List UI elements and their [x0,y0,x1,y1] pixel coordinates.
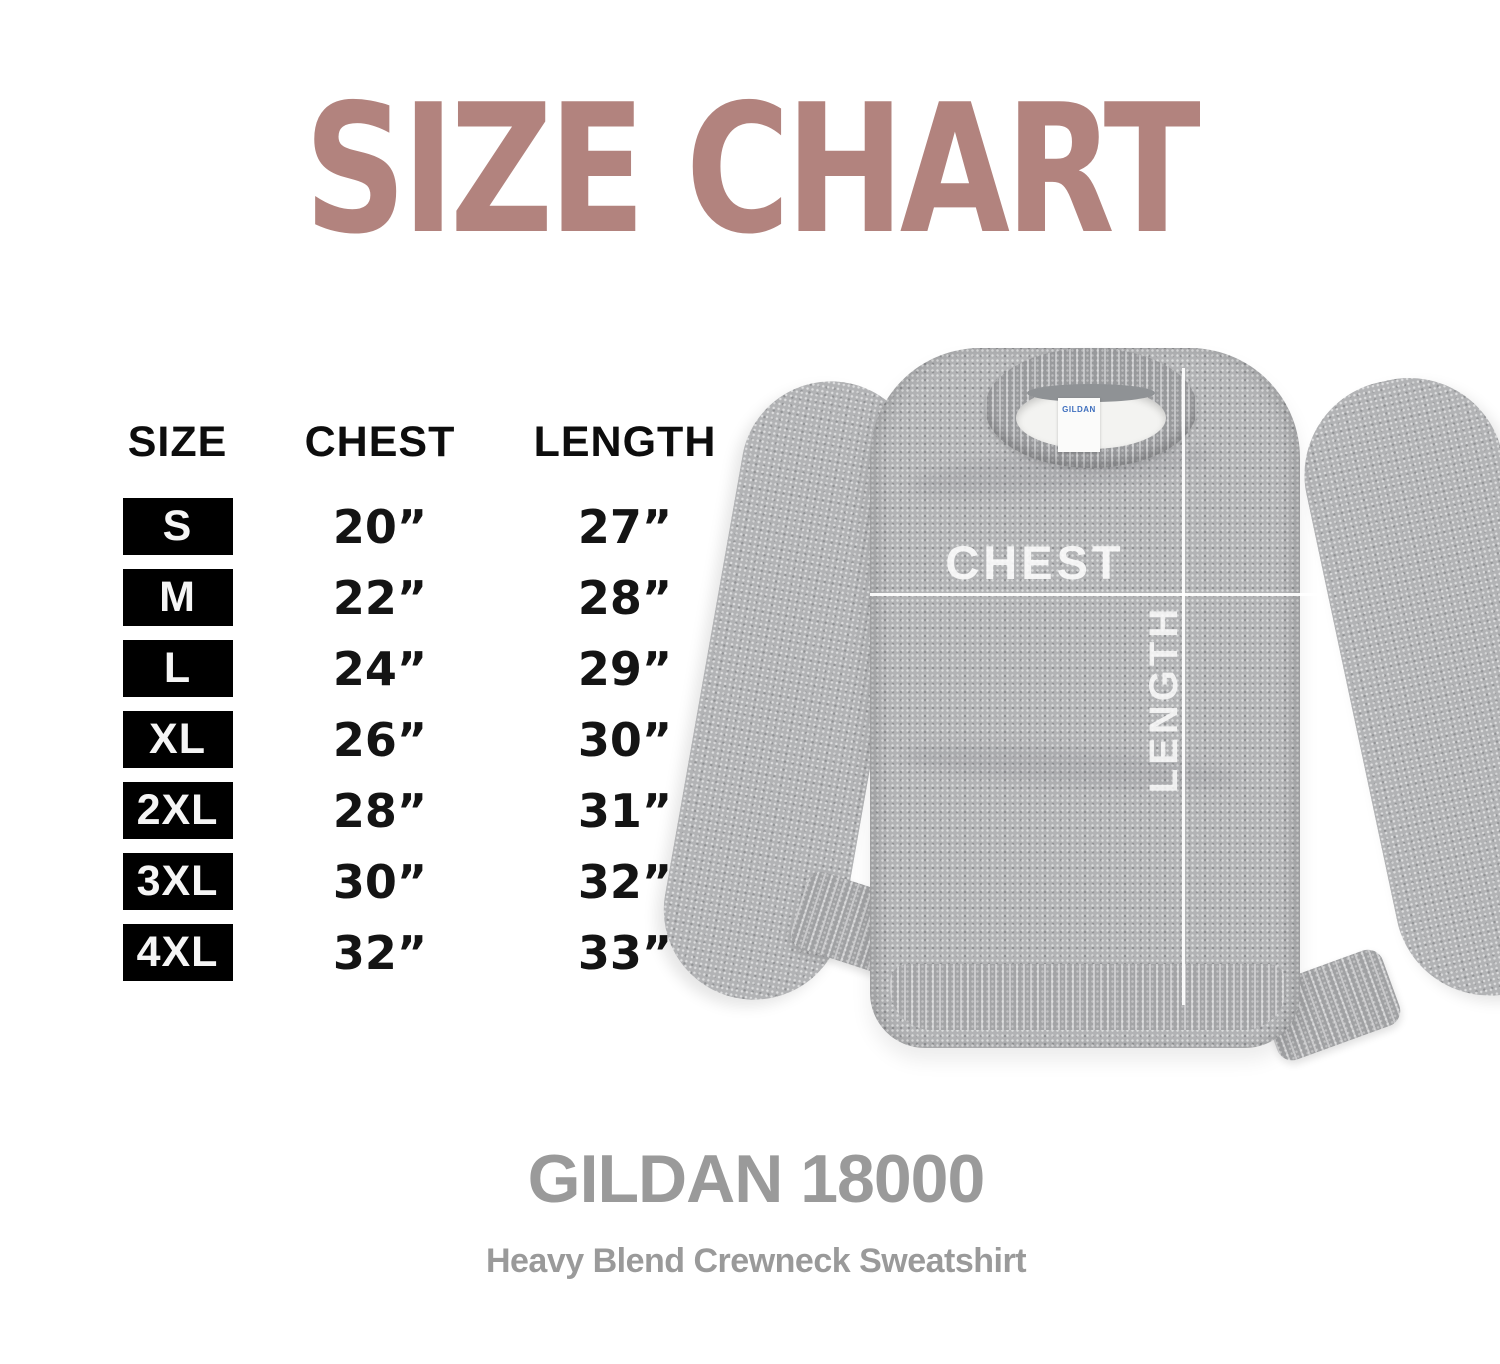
size-badge: XL [122,711,233,768]
chest-measure-line [870,593,1322,596]
header-chest: CHEST [304,418,456,466]
length-value: 28” [577,570,673,625]
neck-tag: GILDAN [1058,398,1100,452]
length-measure-line [1182,368,1185,1005]
table-row: S 20” 27” [110,498,750,555]
collar-back-seam [1027,384,1155,402]
tag-brand-text: GILDAN [1062,405,1096,414]
size-badge: L [122,640,233,697]
length-value: 30” [577,712,673,767]
right-sleeve [1286,360,1500,1014]
length-value: 29” [577,641,673,696]
size-badge: M [122,569,233,626]
size-badge: S [122,498,233,555]
chest-value: 22” [332,570,428,625]
size-chart-table: SIZE CHEST LENGTH S 20” 27” M 22” 28” L … [110,418,750,981]
product-description: Heavy Blend Crewneck Sweatshirt [485,1242,1027,1280]
table-row: 4XL 32” 33” [110,924,750,981]
chest-value: 26” [332,712,428,767]
torso [870,348,1300,1048]
table-row: XL 26” 30” [110,711,750,768]
table-body: S 20” 27” M 22” 28” L 24” 29” XL 26” 30”… [110,498,750,981]
length-value: 33” [577,925,673,980]
product-model: GILDAN 18000 [527,1141,986,1217]
table-row: L 24” 29” [110,640,750,697]
chest-value: 28” [332,783,428,838]
chest-value: 24” [332,641,428,696]
header-length: LENGTH [533,418,717,466]
hem-ribbing [890,964,1286,1030]
length-value: 27” [577,499,673,554]
length-value: 32” [577,854,673,909]
page-title: SIZE CHART [304,66,1201,273]
chest-value: 20” [332,499,428,554]
size-badge: 2XL [122,782,233,839]
size-badge: 4XL [122,924,233,981]
sweatshirt-photo: GILDAN CHEST LENGTH [649,330,1500,1130]
table-row: 3XL 30” 32” [110,853,750,910]
length-value: 31” [577,783,673,838]
product-footer: GILDAN 18000 Heavy Blend Crewneck Sweats… [256,1140,1256,1281]
chest-measure-label: CHEST [945,536,1125,589]
size-badge: 3XL [122,853,233,910]
length-measure-label: LENGTH [1142,604,1186,794]
table-row: 2XL 28” 31” [110,782,750,839]
table-header-row: SIZE CHEST LENGTH [110,418,750,467]
table-row: M 22” 28” [110,569,750,626]
chest-value: 30” [332,854,428,909]
chest-value: 32” [332,925,428,980]
header-size: SIZE [127,418,228,466]
